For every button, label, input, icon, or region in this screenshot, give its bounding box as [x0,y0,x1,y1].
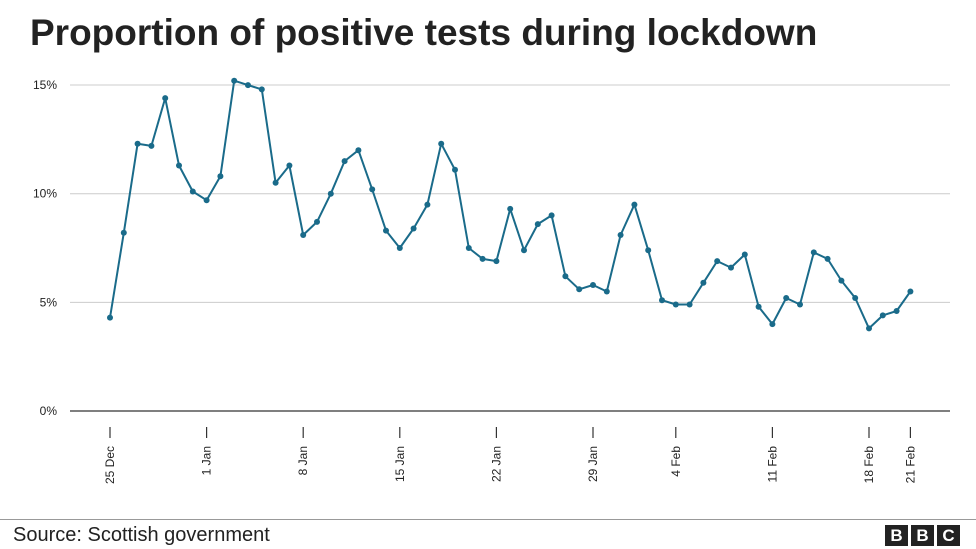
data-point [286,162,293,169]
data-point [465,245,472,251]
data-point [797,301,803,308]
x-tick-label: 25 Dec [103,446,117,484]
data-point [562,273,569,280]
bbc-logo: B B C [885,525,960,546]
series-line [109,79,912,330]
data-point [493,258,500,265]
data-point [327,190,334,197]
data-point [893,308,900,314]
data-point [424,201,431,208]
data-point [631,201,638,208]
data-point [148,142,155,149]
data-point [783,295,790,301]
x-tick-label: 4 Feb [669,446,683,477]
data-point [410,225,417,232]
data-point [355,147,362,154]
data-point [217,173,224,180]
data-point [645,247,652,254]
data-point [576,286,583,293]
data-series [107,77,914,332]
data-point [617,232,624,238]
bbc-logo-letter: B [885,525,908,546]
data-point [176,162,182,169]
data-point [383,227,389,234]
data-point [866,325,872,332]
data-point [852,295,859,301]
data-point [479,255,486,262]
data-point [162,95,169,102]
footer-divider [0,519,976,520]
data-point [603,288,610,295]
x-tick-label: 8 Jan [296,446,310,475]
source-note: Source: Scottish government [13,524,270,546]
data-point [659,297,665,304]
y-axis-tick-labels: 0% 5% 10% 15% [33,78,57,418]
data-point [810,249,817,256]
line-chart: 0%5%10%15% 25 Dec 1 Jan 8 Jan 15 Jan 22 Jan 2… [33,77,950,484]
data-point [728,264,734,271]
bbc-logo-letter: C [937,525,960,546]
x-tick-label: 18 Feb [862,446,876,484]
data-point [700,279,707,286]
x-tick-label: 11 Feb [765,446,779,483]
data-point [741,251,748,258]
data-point [755,303,762,310]
x-tick-label: 15 Jan [393,446,407,482]
data-point [534,221,541,228]
data-point [396,245,403,251]
bbc-logo-letter: B [911,525,934,546]
y-tick-label: 10% [33,187,57,201]
data-point [838,277,845,284]
data-point [107,314,113,321]
data-point [203,197,210,204]
y-tick-label: 0% [40,404,58,418]
data-point [314,218,320,225]
y-tick-label: 15% [33,78,57,92]
data-point [300,232,307,238]
data-point [714,258,721,265]
x-tick-label: 22 Jan [489,446,503,482]
data-point [272,179,279,186]
data-point [686,301,693,308]
data-point [134,140,141,147]
x-tick-label: 29 Jan [586,446,600,482]
data-point [590,282,596,288]
y-tick-label: 5% [40,295,58,309]
data-point [258,86,265,93]
x-axis-ticks: 25 Dec 1 Jan 8 Jan 15 Jan 22 Jan 29 Jan 4 Feb 1… [103,427,917,484]
data-point [879,312,886,319]
chart-title: Proportion of positive tests during lock… [30,12,818,53]
y-gridlines [70,84,950,412]
x-tick-label: 21 Feb [903,446,917,484]
data-point [907,288,914,295]
data-point [507,205,514,212]
data-point [824,255,831,262]
data-point [438,140,445,147]
data-point [231,77,238,84]
data-point [189,188,196,195]
data-point [548,212,555,219]
data-point [672,301,679,308]
data-point [341,158,348,165]
data-point [120,229,127,236]
x-tick-label: 1 Jan [200,446,214,475]
data-point [369,186,376,193]
data-point [452,166,458,173]
data-point [769,321,776,328]
data-point [245,82,251,89]
data-point [521,247,527,254]
